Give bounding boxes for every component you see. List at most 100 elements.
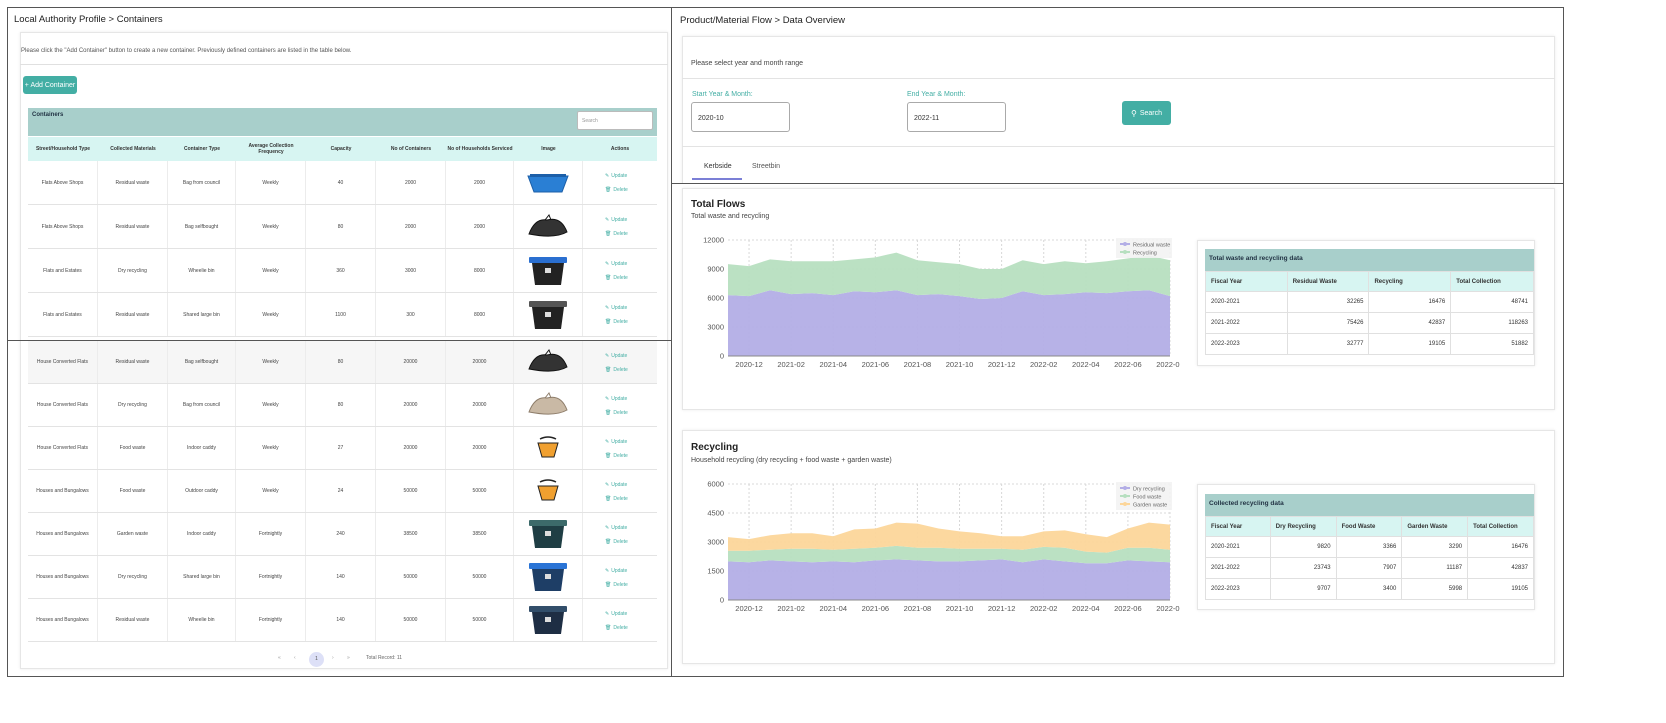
- update-label: Update: [611, 305, 628, 311]
- x-tick-label: 2021-06: [862, 360, 890, 369]
- delete-button[interactable]: 🗑 Delete: [605, 275, 628, 281]
- column-header: Recycling: [1368, 271, 1452, 292]
- update-button[interactable]: ✎ Update: [605, 611, 627, 617]
- table-cell-freq: Weekly: [236, 470, 306, 512]
- delete-button[interactable]: 🗑 Delete: [605, 187, 628, 193]
- table-cell-capacity: 360: [306, 249, 376, 292]
- search-input[interactable]: Search: [577, 111, 653, 130]
- update-button[interactable]: ✎ Update: [605, 525, 627, 531]
- table-cell-count: 50000: [376, 599, 446, 641]
- tab-streetbin[interactable]: Streetbin: [752, 163, 781, 170]
- legend-marker: [1123, 494, 1127, 498]
- column-header: Food Waste: [1335, 516, 1403, 537]
- trash-icon: 🗑: [605, 231, 612, 237]
- next-page-button[interactable]: ›: [332, 655, 334, 661]
- table-cell-material: Dry recycling: [98, 384, 168, 426]
- prev-page-button[interactable]: ‹: [294, 655, 296, 661]
- table-cell-type: House Converted Flats: [28, 341, 98, 383]
- table-cell-capacity: 1100: [306, 293, 376, 336]
- delete-button[interactable]: 🗑 Delete: [605, 496, 628, 502]
- table-cell-type: Flats and Estates: [28, 293, 98, 336]
- column-header[interactable]: No of Households Serviced: [447, 146, 513, 152]
- table-cell-type: Houses and Bungalows: [28, 513, 98, 555]
- update-button[interactable]: ✎ Update: [605, 482, 627, 488]
- delete-button[interactable]: 🗑 Delete: [605, 367, 628, 373]
- trash-icon: 🗑: [605, 624, 612, 631]
- update-label: Update: [611, 438, 628, 445]
- table-cell-freq: Weekly: [236, 427, 306, 469]
- pencil-icon: ✎: [605, 173, 610, 179]
- delete-button[interactable]: 🗑 Delete: [605, 539, 628, 545]
- table-cell: 42837: [1368, 312, 1452, 334]
- container-image: [514, 384, 583, 426]
- pencil-icon: ✎: [605, 610, 610, 617]
- delete-label: Delete: [613, 275, 628, 281]
- tab-kerbside[interactable]: Kerbside: [704, 163, 732, 170]
- table-cell-households: 2000: [446, 205, 514, 248]
- table-cell-households: 50000: [446, 556, 514, 598]
- table-cell-container: Bag from council: [168, 161, 236, 204]
- column-header[interactable]: Street/Household Type: [35, 146, 91, 152]
- search-button-label: Search: [1139, 109, 1163, 117]
- table-cell-count: 20000: [376, 384, 446, 426]
- legend-marker: [1123, 502, 1127, 506]
- x-tick-label: 2022-08: [1156, 604, 1180, 613]
- x-tick-label: 2022-06: [1114, 604, 1142, 613]
- update-button[interactable]: ✎ Update: [605, 217, 627, 223]
- update-button[interactable]: ✎ Update: [605, 261, 627, 267]
- end-month-input[interactable]: 2022-11: [907, 102, 1006, 132]
- x-tick-label: 2021-10: [946, 604, 974, 613]
- delete-label: Delete: [613, 538, 628, 545]
- legend-label: Recycling: [1133, 251, 1157, 257]
- first-page-button[interactable]: «: [278, 655, 281, 661]
- page-1-button[interactable]: 1: [309, 652, 324, 667]
- update-label: Update: [611, 395, 628, 402]
- table-cell-households: 8000: [446, 249, 514, 292]
- table-cell-count: 3000: [376, 249, 446, 292]
- tab-kerbside-underline: [692, 178, 742, 180]
- table-header: Street/Household Type Collected Materials…: [28, 137, 657, 161]
- column-header: Dry Recycling: [1269, 516, 1337, 537]
- column-header[interactable]: No of Containers: [390, 146, 432, 152]
- charts-panel: Total Flows Total waste and recycling 0 3…: [671, 183, 1564, 677]
- delete-label: Delete: [613, 581, 628, 588]
- table-cell-container: Wheelie bin: [168, 249, 236, 292]
- delete-button[interactable]: 🗑 Delete: [605, 319, 628, 325]
- update-button[interactable]: ✎ Update: [605, 353, 627, 359]
- table-row: House Converted Flats Food waste Indoor ca…: [28, 427, 657, 470]
- table-cell-type: Houses and Bungalows: [28, 556, 98, 598]
- container-image: [514, 161, 583, 204]
- filter-card: [682, 36, 1555, 184]
- column-header[interactable]: Collected Materials: [110, 146, 156, 152]
- area-series-1: [728, 545, 1170, 564]
- table-cell-count: 50000: [376, 556, 446, 598]
- legend-marker: [1123, 486, 1127, 490]
- table-cell-freq: Weekly: [236, 293, 306, 336]
- table-cell-freq: Weekly: [236, 205, 306, 248]
- delete-button[interactable]: 🗑 Delete: [605, 625, 628, 631]
- update-button[interactable]: ✎ Update: [605, 396, 627, 402]
- update-label: Update: [611, 481, 628, 488]
- delete-button[interactable]: 🗑 Delete: [605, 231, 628, 237]
- table-row: Houses and Bungalows Garden waste Indoor c…: [28, 513, 657, 556]
- x-tick-label: 2021-02: [777, 360, 805, 369]
- column-header: Fiscal Year: [1205, 516, 1271, 537]
- table-cell-container: Wheelie bin: [168, 599, 236, 641]
- search-button[interactable]: ⚲ Search: [1122, 101, 1171, 125]
- delete-button[interactable]: 🗑 Delete: [605, 410, 628, 416]
- update-button[interactable]: ✎ Update: [605, 173, 627, 179]
- table-cell-freq: Fortnightly: [236, 599, 306, 641]
- table-cell: 9707: [1269, 578, 1337, 600]
- total-records: Total Record: 11: [366, 655, 403, 661]
- add-container-button[interactable]: + Add Container: [23, 76, 77, 94]
- table-cell-type: Houses and Bungalows: [28, 470, 98, 512]
- update-button[interactable]: ✎ Update: [605, 439, 627, 445]
- update-button[interactable]: ✎ Update: [605, 305, 627, 311]
- column-header[interactable]: Container Type: [183, 146, 221, 152]
- legend-marker: [1123, 250, 1127, 254]
- last-page-button[interactable]: »: [347, 655, 350, 661]
- start-month-input[interactable]: 2020-10: [691, 102, 790, 132]
- update-button[interactable]: ✎ Update: [605, 568, 627, 574]
- delete-button[interactable]: 🗑 Delete: [605, 582, 628, 588]
- delete-button[interactable]: 🗑 Delete: [605, 453, 628, 459]
